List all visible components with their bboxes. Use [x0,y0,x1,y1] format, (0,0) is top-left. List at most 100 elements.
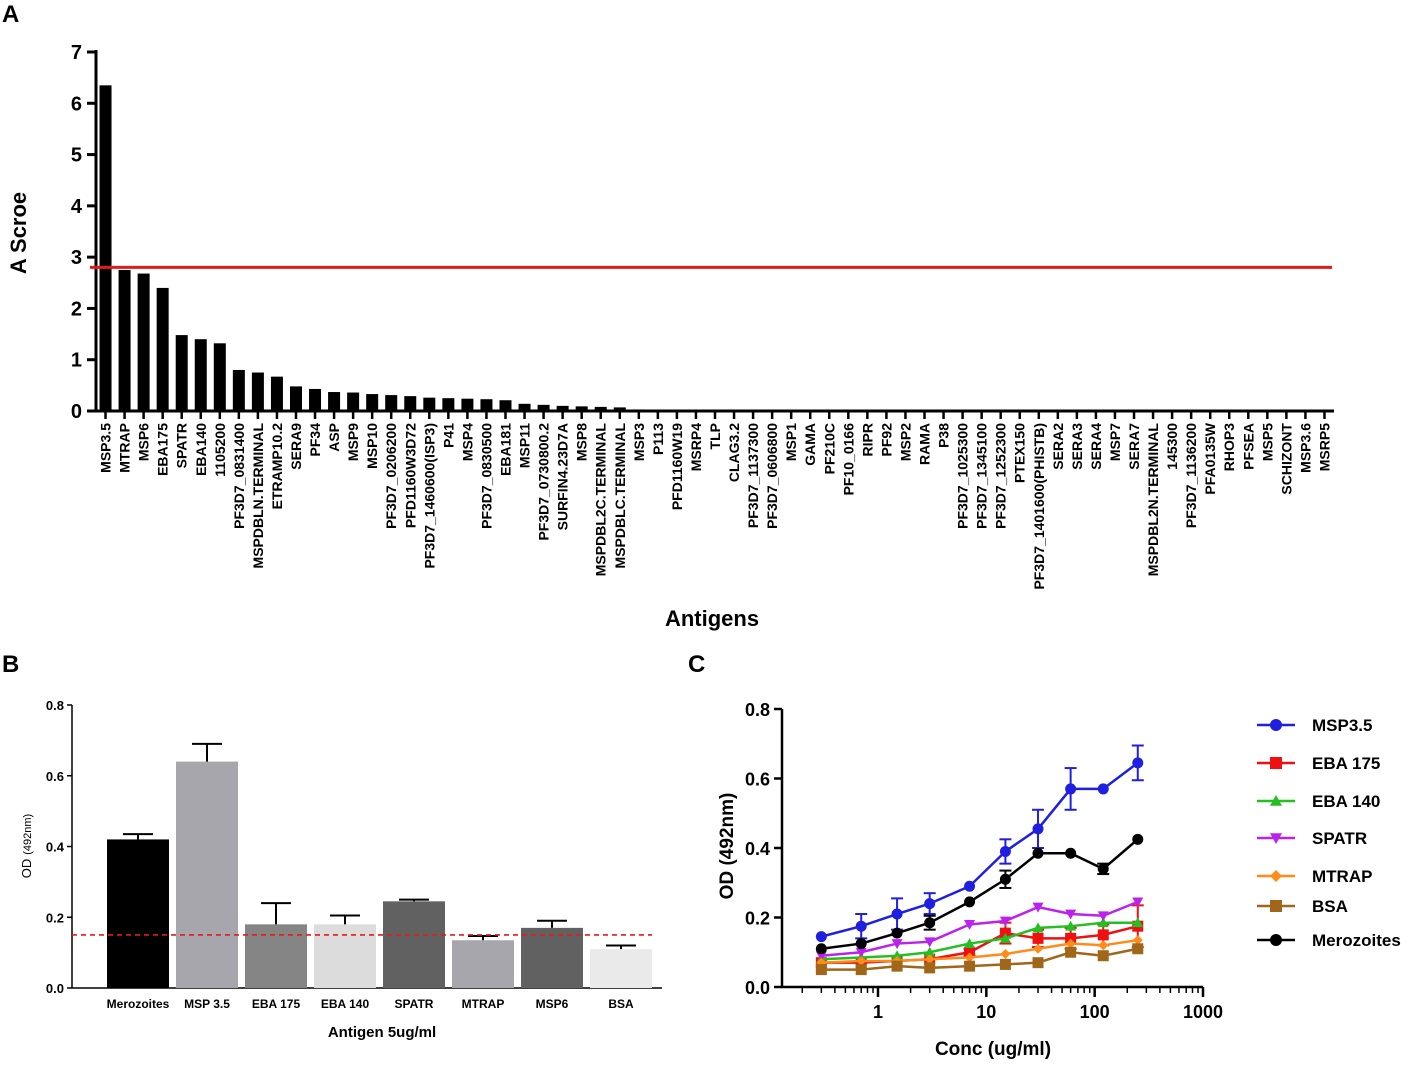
panel-c-data-point [1132,943,1144,955]
panel-a-x-tick-label: PF3D7_0606800 [764,423,780,529]
panel-b-bar [176,761,238,988]
panel-c-data-point [1097,929,1109,941]
panel-c-x-tick-label: 100 [1080,1002,1110,1022]
panel-a-x-tick-label: MSP3.6 [1297,423,1313,473]
panel-c-data-point [1098,940,1109,951]
panel-c-x-axis-title: Conc (ug/ml) [935,1039,1051,1060]
panel-a-x-tick-label: GAMA [802,423,818,466]
panel-label-b: B [2,651,19,678]
panel-a-y-tick-label: 7 [71,42,82,64]
panel-a-x-tick-label: SERA9 [288,423,304,470]
panel-a-bar [328,392,341,411]
panel-c-x-tick-label: 1 [873,1002,883,1022]
panel-c-data-point [856,955,867,966]
panel-a-x-tick-label: PF3D7_1025300 [955,423,971,529]
panel-a-bar [366,394,379,411]
panel-a-x-tick-label: PFD1160W19 [669,423,685,510]
panel-c-data-point [855,947,867,958]
panel-c-data-point [924,937,936,948]
panel-a-x-tick-label: PF3D7_0730800.2 [536,423,552,541]
panel-a-bar [423,397,436,411]
panel-a-x-tick-label: SPATR [174,423,190,468]
panel-c-data-point [1065,783,1077,795]
panel-c-series-line [821,900,1139,957]
panel-c-data-point [1065,920,1077,931]
panel-a-x-tick-label: PF3D7_1401600(PHISTB) [1031,423,1047,590]
panel-c-data-point [964,960,976,972]
panel-a-x-tick-label: SERA4 [1088,423,1104,470]
panel-c-data-point [891,950,903,961]
panel-a-x-tick-label: MSP7 [1107,423,1123,461]
panel-a-x-tick-label: MSPDBLN.TERMINAL [250,423,266,569]
panel-c-data-point [815,931,827,943]
panel-a-bar [518,403,531,411]
panel-a-y-axis-title: A Scroe [6,192,31,274]
panel-a-bar [251,372,264,411]
panel-a-x-tick-label: MSP10 [364,423,380,469]
panel-a-bars [99,85,702,411]
panel-a-x-tick-label: PF3D7_0831400 [231,423,247,529]
panel-b-x-tick-label: BSA [608,997,634,1011]
panel-a-bar [118,269,131,411]
panel-c-x-tick-label: 10 [976,1002,996,1022]
panel-a-x-tick-label: PF92 [878,423,894,457]
panel-a-bar [689,410,702,411]
panel-c-data-point [1032,932,1044,944]
panel-b-y-tick-label: 0.0 [46,981,64,996]
panel-a-x-tick-label: PFA0135W [1202,422,1218,494]
panel-b-y-axis-title-unit: (492nm) [22,814,34,855]
panel-c-data-point [1032,902,1044,913]
panel-c-y-tick-label: 0.4 [745,839,770,859]
panel-c-series-line [821,761,1139,938]
panel-c-legend-label: Merozoites [1312,931,1401,950]
panel-b-x-tick-label: Merozoites [107,997,170,1011]
panel-b-bar [245,924,307,988]
panel-a-y-tick-label: 1 [71,350,82,372]
panel-c-data-point [1065,847,1077,859]
panel-a-x-tick-label: RIPR [859,423,875,456]
panel-a-x-axis-title: Antigens [665,606,759,631]
panel-c-data-point [1000,948,1011,959]
panel-a-x-tick-label: EBA181 [497,423,513,476]
panel-c-data-point [1132,917,1144,928]
panel-a-bar [289,386,302,411]
panel-b-bar [107,839,169,988]
panel-a-x-tick-label: SCHIZONT [1278,423,1294,495]
panel-c-legend-marker [1270,870,1282,882]
panel-a-x-tick-label: EBA140 [193,423,209,476]
panel-a-x-tick-label: PF210C [821,423,837,474]
panel-a-x-tick-label: RHOP3 [1221,423,1237,471]
panel-c-y-tick-label: 0.2 [745,909,770,929]
panel-c-data-point [999,873,1011,885]
panel-c-series-merozoites [815,833,1144,955]
panel-b-bar [383,901,445,988]
panel-c-y-tick-label: 0.8 [745,700,770,720]
panel-a-x-tick-label: PF3D7_0830500 [478,423,494,529]
panel-a-x-tick-label: ASP [326,423,342,452]
panel-c-line-chart: C OD (492nm) Conc (ug/ml) 0.00.20.40.60.… [688,651,1401,1060]
panel-b-bars [107,742,652,988]
panel-c-data-point [1032,823,1044,835]
panel-a-x-tick-label: PF3D7_1252300 [993,423,1009,529]
panel-a-x-tick-label: 145300 [1164,423,1180,470]
panel-a-bar [499,400,512,411]
panel-label-c: C [688,651,705,678]
panel-a-x-tick-label: MSRP5 [1316,423,1332,471]
panel-c-data-point [924,898,936,910]
panel-c-data-point [1032,922,1044,933]
panel-a-x-tick-label: MSP8 [574,423,590,461]
panel-c-legend-marker [1270,833,1282,844]
panel-a-x-tick-labels: MSP3.5 MTRAP MSP6 EBA175 SPATR EBA140 1105200 P… [98,422,1333,589]
panel-a-bar [232,369,245,411]
panel-c-data-point [855,964,867,976]
panel-a-x-tick-label: MSP6 [136,423,152,461]
panel-a-bar [594,406,607,411]
panel-c-data-point [1097,911,1109,922]
panel-c-data-point [999,845,1011,857]
panel-c-series-mtrap [816,935,1143,968]
panel-c-data-point [924,946,936,957]
panel-a-bar [137,273,150,411]
panel-c-legend-label: EBA 175 [1312,754,1380,773]
panel-c-data-point [924,962,936,974]
